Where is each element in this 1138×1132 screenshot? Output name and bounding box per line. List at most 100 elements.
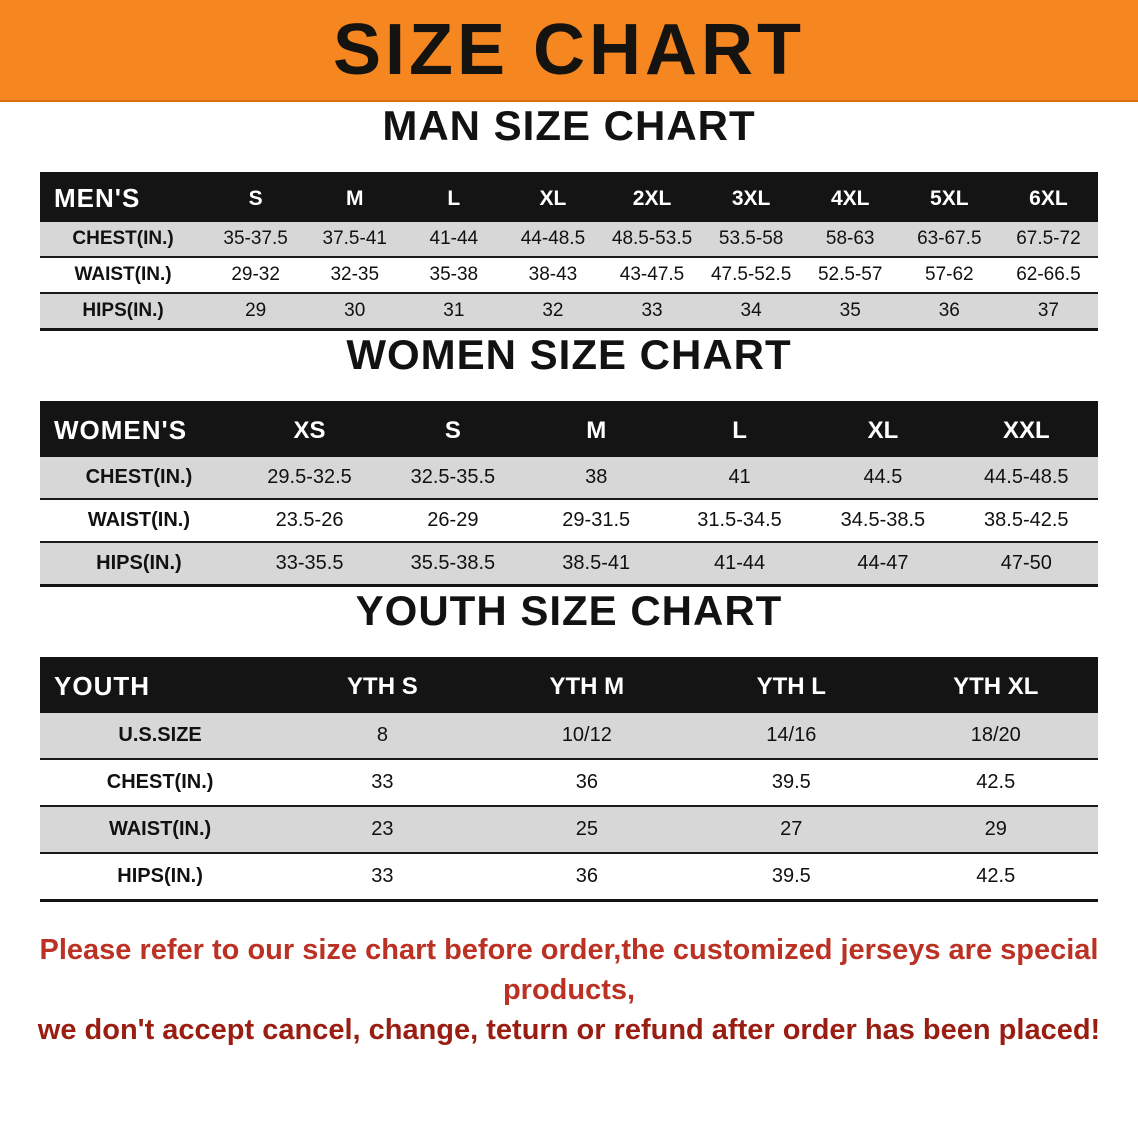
- table-row: HIPS(IN.) 33-35.5 35.5-38.5 38.5-41 41-4…: [40, 541, 1098, 586]
- table-cell: 41-44: [667, 541, 812, 586]
- table-cell: 10/12: [561, 724, 612, 746]
- table-row: U.S.SIZE 8 10/12 14/16 18/20: [40, 713, 1098, 759]
- column-header: 2XL: [602, 173, 702, 222]
- size-chart-page: SIZE CHART MAN SIZE CHART MEN'S S M L XL…: [0, 0, 1138, 1050]
- table-cell: 47-50: [954, 541, 1098, 586]
- table-cell: 33: [280, 758, 485, 806]
- table-cell: 35: [800, 292, 900, 330]
- table-cell: 44.5-48.5: [984, 466, 1069, 488]
- table-cell: 35-38: [404, 256, 504, 293]
- disclaimer: Please refer to our size chart before or…: [0, 930, 1138, 1050]
- table-cell: 42.5: [893, 758, 1098, 806]
- table-cell: 36: [484, 852, 690, 901]
- table-row: WAIST(IN.) 23.5-26 26-29 29-31.5 31.5-34…: [40, 498, 1098, 542]
- men-table-title: MEN'S: [40, 173, 207, 222]
- table-cell: 18/20: [970, 724, 1021, 746]
- youth-table-title: YOUTH: [40, 658, 281, 713]
- column-header: 6XL: [998, 173, 1098, 222]
- table-cell: 53.5-58: [718, 228, 784, 249]
- column-header: XXL: [954, 402, 1098, 457]
- table-cell: 8: [376, 724, 388, 746]
- table-cell: 32: [503, 292, 603, 330]
- table-cell: 32-35: [305, 256, 405, 293]
- table-cell: 25: [484, 805, 690, 853]
- table-cell: 30: [305, 292, 405, 330]
- table-cell: 35-37.5: [223, 228, 288, 249]
- column-header: XL: [811, 402, 955, 457]
- column-header: L: [404, 173, 504, 222]
- table-row: HIPS(IN.) 33 36 39.5 42.5: [40, 852, 1098, 901]
- banner: SIZE CHART: [0, 0, 1138, 102]
- youth-size-section: YOUTH SIZE CHART YOUTH YTH S YTH M YTH L…: [0, 587, 1138, 902]
- column-header: L: [667, 402, 812, 457]
- column-header: 3XL: [701, 173, 801, 222]
- column-header: S: [206, 173, 306, 222]
- table-cell: 37.5-41: [322, 228, 387, 249]
- column-header: 5XL: [899, 173, 999, 222]
- column-header: XS: [237, 402, 382, 457]
- column-header: YTH S: [280, 658, 485, 713]
- table-cell: 39.5: [689, 852, 894, 901]
- table-cell: 33: [602, 292, 702, 330]
- youth-header-row: YOUTH YTH S YTH M YTH L YTH XL: [40, 658, 1098, 713]
- page-title: SIZE CHART: [333, 10, 805, 90]
- row-label: U.S.SIZE: [118, 724, 202, 746]
- table-cell: 38.5-41: [524, 541, 668, 586]
- table-row: HIPS(IN.) 29 30 31 32 33 34 35 36 37: [40, 292, 1098, 330]
- row-label: CHEST(IN.): [85, 466, 193, 488]
- table-cell: 32.5-35.5: [410, 466, 496, 488]
- women-size-table: WOMEN'S XS S M L XL XXL CHEST(IN.) 29.5-…: [40, 401, 1098, 587]
- table-cell: 44-48.5: [520, 228, 586, 249]
- table-cell: 58-63: [825, 228, 875, 249]
- table-row: WAIST(IN.) 29-32 32-35 35-38 38-43 43-47…: [40, 256, 1098, 293]
- table-cell: 52.5-57: [800, 256, 900, 293]
- table-cell: 36: [899, 292, 999, 330]
- table-cell: 26-29: [381, 498, 525, 542]
- row-label: HIPS(IN.): [40, 541, 238, 586]
- table-cell: 41-44: [429, 228, 479, 249]
- table-cell: 37: [998, 292, 1098, 330]
- table-cell: 48.5-53.5: [611, 228, 693, 249]
- table-cell: 43-47.5: [602, 256, 702, 293]
- row-label: WAIST(IN.): [40, 805, 281, 853]
- column-header: S: [381, 402, 525, 457]
- column-header: YTH XL: [893, 658, 1098, 713]
- table-cell: 31.5-34.5: [667, 498, 812, 542]
- table-row: CHEST(IN.) 29.5-32.5 32.5-35.5 38 41 44.…: [40, 457, 1098, 499]
- column-header: 4XL: [800, 173, 900, 222]
- table-cell: 44-47: [811, 541, 955, 586]
- table-cell: 29.5-32.5: [267, 466, 352, 488]
- table-cell: 39.5: [689, 758, 894, 806]
- men-section-heading: MAN SIZE CHART: [382, 102, 756, 149]
- men-size-table: MEN'S S M L XL 2XL 3XL 4XL 5XL 6XL CHEST…: [40, 172, 1098, 331]
- table-row: WAIST(IN.) 23 25 27 29: [40, 805, 1098, 853]
- table-cell: 38: [585, 466, 608, 488]
- table-cell: 34: [701, 292, 801, 330]
- table-cell: 23: [280, 805, 485, 853]
- table-cell: 29: [893, 805, 1098, 853]
- table-cell: 35.5-38.5: [381, 541, 525, 586]
- column-header: YTH L: [689, 658, 894, 713]
- women-size-section: WOMEN SIZE CHART WOMEN'S XS S M L XL XXL…: [0, 331, 1138, 587]
- table-cell: 31: [404, 292, 504, 330]
- disclaimer-line-2: we don't accept cancel, change, teturn o…: [37, 1014, 1101, 1047]
- table-cell: 62-66.5: [998, 256, 1098, 293]
- table-row: CHEST(IN.) 33 36 39.5 42.5: [40, 758, 1098, 806]
- table-cell: 27: [689, 805, 894, 853]
- table-cell: 57-62: [899, 256, 999, 293]
- table-cell: 14/16: [766, 724, 817, 746]
- row-label: CHEST(IN.): [72, 228, 174, 249]
- row-label: HIPS(IN.): [40, 852, 281, 901]
- table-cell: 34.5-38.5: [811, 498, 955, 542]
- table-cell: 44.5: [863, 466, 903, 488]
- table-cell: 38-43: [503, 256, 603, 293]
- column-header: XL: [503, 173, 603, 222]
- column-header: M: [305, 173, 405, 222]
- table-cell: 29-31.5: [524, 498, 668, 542]
- table-cell: 42.5: [893, 852, 1098, 901]
- table-row: CHEST(IN.) 35-37.5 37.5-41 41-44 44-48.5…: [40, 222, 1098, 257]
- table-cell: 29-32: [206, 256, 306, 293]
- table-cell: 33: [280, 852, 485, 901]
- table-cell: 29: [206, 292, 306, 330]
- youth-size-table: YOUTH YTH S YTH M YTH L YTH XL U.S.SIZE …: [40, 657, 1098, 902]
